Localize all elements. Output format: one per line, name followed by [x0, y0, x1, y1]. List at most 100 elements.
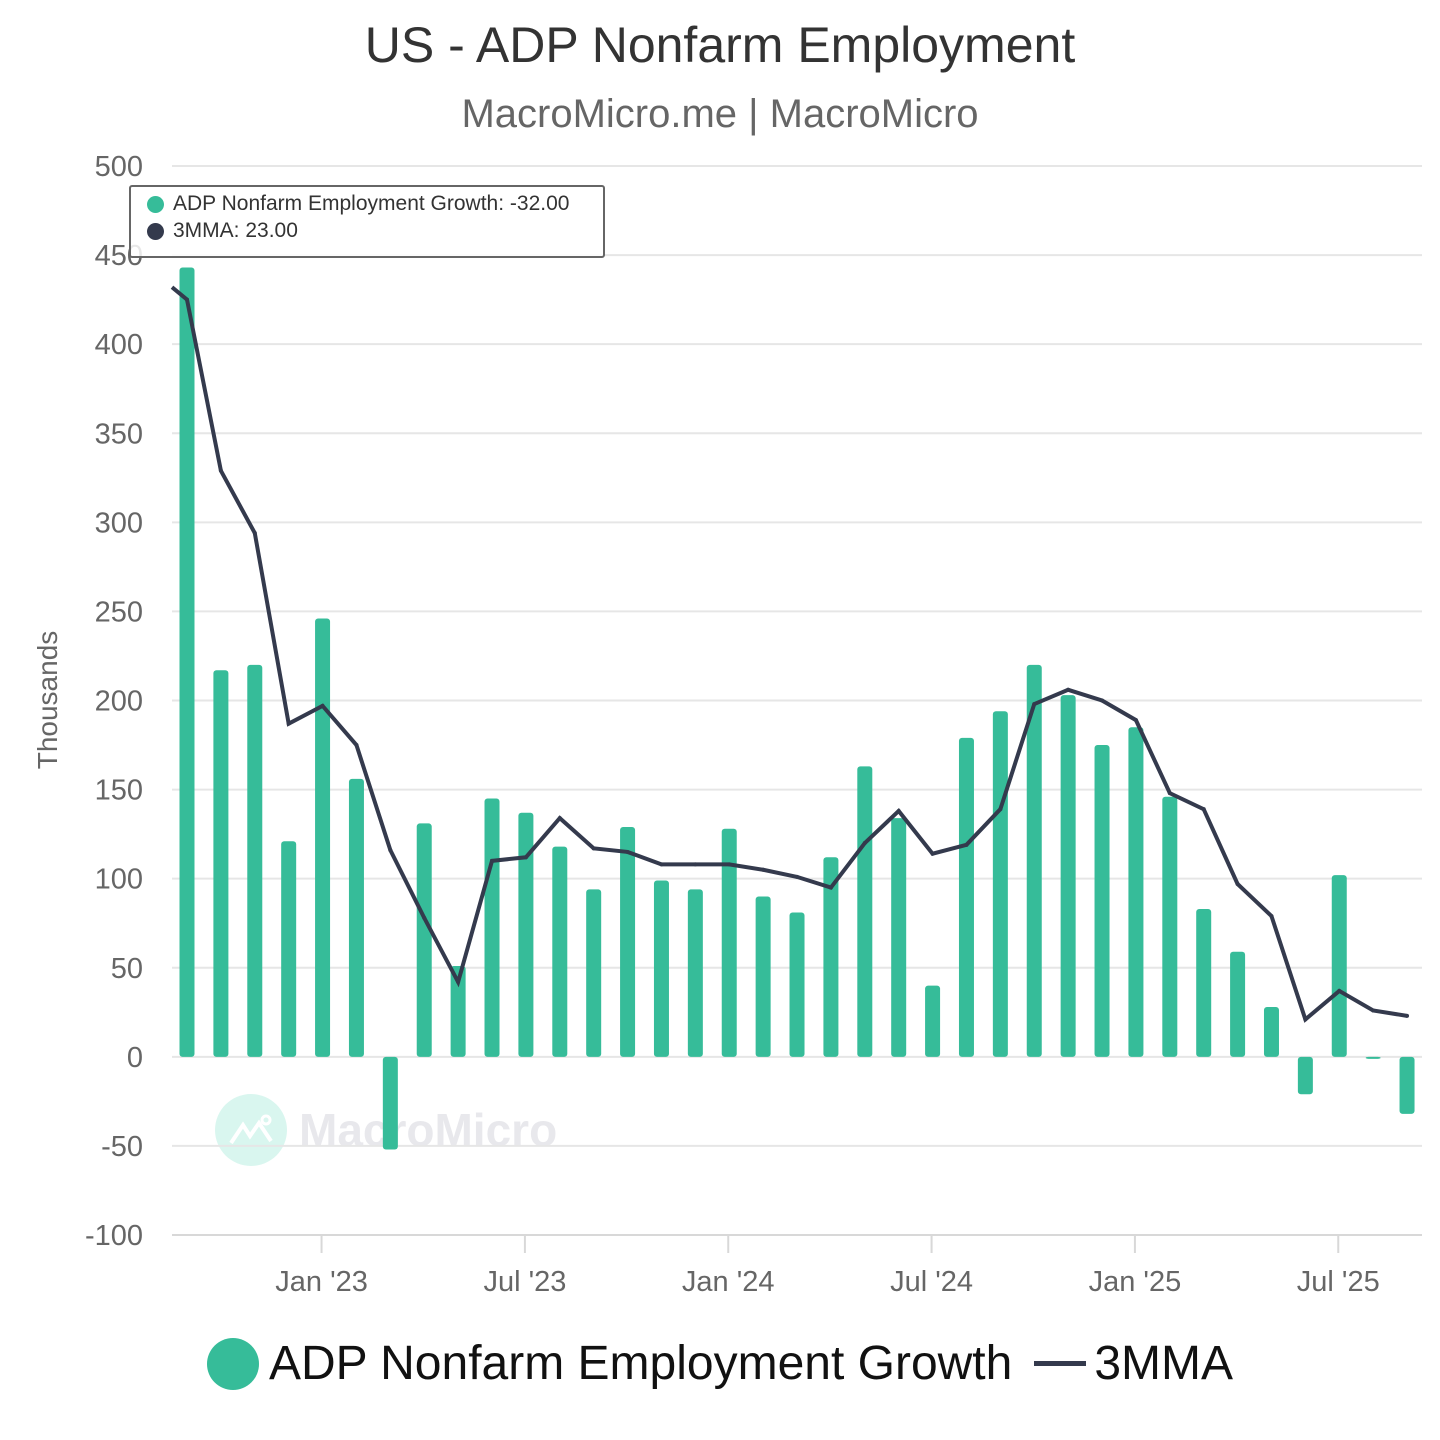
3mma-point[interactable]: [761, 867, 766, 872]
3mma-point[interactable]: [490, 858, 495, 863]
x-tick-label: Jul '25: [1297, 1266, 1380, 1298]
bar[interactable]: [586, 889, 602, 1057]
chart-title: US - ADP Nonfarm Employment: [364, 17, 1076, 73]
x-tick-label: Jul '24: [890, 1266, 973, 1298]
macromicro-logo-icon: [215, 1094, 287, 1166]
bar[interactable]: [1060, 695, 1076, 1057]
bar[interactable]: [518, 812, 534, 1057]
3mma-point[interactable]: [1100, 698, 1105, 703]
3mma-point[interactable]: [286, 721, 291, 726]
bar[interactable]: [620, 826, 636, 1057]
bar[interactable]: [382, 1056, 398, 1150]
3mma-point[interactable]: [1066, 687, 1071, 692]
3mma-point[interactable]: [862, 841, 867, 846]
3mma-point[interactable]: [422, 915, 427, 920]
3mma-point[interactable]: [320, 703, 325, 708]
x-tick-label: Jul '23: [483, 1266, 566, 1298]
y-tick-label: 0: [127, 1042, 143, 1074]
tooltip-row-3mma: 3MMA: 23.00: [147, 219, 298, 243]
3mma-point[interactable]: [1167, 791, 1172, 796]
3mma-point[interactable]: [557, 816, 562, 821]
bar[interactable]: [552, 846, 568, 1057]
3mma-point[interactable]: [625, 849, 630, 854]
bar[interactable]: [1230, 951, 1246, 1057]
bar[interactable]: [1196, 908, 1212, 1057]
bar[interactable]: [1162, 796, 1178, 1057]
tooltip-3mma-text: 3MMA: 23.00: [173, 219, 298, 242]
bar[interactable]: [653, 880, 669, 1057]
bar[interactable]: [213, 670, 229, 1057]
bar[interactable]: [247, 664, 263, 1057]
bar[interactable]: [1297, 1056, 1313, 1095]
3mma-point[interactable]: [252, 531, 257, 536]
3mma-point[interactable]: [964, 842, 969, 847]
3mma-point[interactable]: [388, 848, 393, 853]
3mma-line[interactable]: [170, 285, 1408, 1023]
legend-item-growth[interactable]: ADP Nonfarm Employment Growth: [268, 1337, 1013, 1390]
bar[interactable]: [1399, 1056, 1415, 1114]
bar[interactable]: [1026, 664, 1042, 1057]
tooltip-dot-3mma-icon: [147, 222, 164, 240]
bar[interactable]: [857, 766, 873, 1057]
y-tick-label: -50: [101, 1131, 143, 1163]
3mma-point[interactable]: [523, 855, 528, 860]
bar[interactable]: [721, 828, 737, 1057]
3mma-point[interactable]: [1235, 882, 1240, 887]
bar[interactable]: [1094, 745, 1110, 1057]
bar[interactable]: [823, 857, 839, 1057]
bar[interactable]: [755, 896, 771, 1057]
y-tick-label: 200: [95, 686, 143, 718]
3mma-point[interactable]: [1337, 988, 1342, 993]
3mma-point[interactable]: [828, 885, 833, 890]
3mma-point[interactable]: [1405, 1013, 1410, 1018]
3mma-point[interactable]: [727, 862, 732, 867]
bar[interactable]: [891, 818, 907, 1057]
3mma-point[interactable]: [693, 862, 698, 867]
bar[interactable]: [179, 267, 195, 1057]
legend-line-icon[interactable]: [1034, 1361, 1087, 1366]
line-series: [170, 285, 1410, 1023]
3mma-point[interactable]: [218, 468, 223, 473]
bar[interactable]: [1263, 1006, 1279, 1057]
3mma-point[interactable]: [185, 297, 189, 302]
bar[interactable]: [1365, 1056, 1381, 1059]
3mma-point[interactable]: [795, 874, 800, 879]
y-tick-label: 50: [111, 953, 143, 985]
3mma-point[interactable]: [1133, 718, 1138, 723]
bar[interactable]: [416, 823, 432, 1057]
bar[interactable]: [1128, 727, 1144, 1057]
bar[interactable]: [925, 985, 941, 1057]
3mma-point[interactable]: [1032, 702, 1037, 707]
bar[interactable]: [1331, 875, 1347, 1057]
3mma-point[interactable]: [1201, 807, 1206, 812]
legend-item-3mma[interactable]: 3MMA: [1094, 1337, 1234, 1390]
3mma-point[interactable]: [1371, 1008, 1376, 1013]
watermark: MacroMicro: [215, 1094, 557, 1166]
3mma-point[interactable]: [998, 807, 1003, 812]
bar[interactable]: [281, 841, 297, 1057]
3mma-point[interactable]: [591, 846, 596, 851]
3mma-point[interactable]: [354, 743, 359, 748]
3mma-point[interactable]: [1303, 1017, 1308, 1022]
bar[interactable]: [348, 778, 364, 1057]
3mma-point[interactable]: [896, 808, 901, 813]
3mma-point[interactable]: [1269, 914, 1274, 919]
legend-circle-icon[interactable]: [206, 1337, 259, 1390]
bar[interactable]: [450, 965, 466, 1057]
chart-subtitle: MacroMicro.me | MacroMicro: [461, 92, 979, 136]
y-tick-label: 100: [95, 864, 143, 896]
bar[interactable]: [315, 618, 331, 1057]
3mma-point[interactable]: [659, 862, 664, 867]
bar[interactable]: [687, 889, 703, 1057]
y-tick-label: 400: [95, 329, 143, 361]
bar[interactable]: [958, 737, 974, 1057]
bar-series: [179, 267, 1415, 1150]
3mma-point[interactable]: [930, 851, 935, 856]
bar[interactable]: [484, 798, 500, 1057]
x-tick-label: Jan '24: [682, 1266, 775, 1298]
3mma-point[interactable]: [456, 980, 461, 985]
bar[interactable]: [789, 912, 805, 1057]
bar[interactable]: [992, 711, 1008, 1057]
